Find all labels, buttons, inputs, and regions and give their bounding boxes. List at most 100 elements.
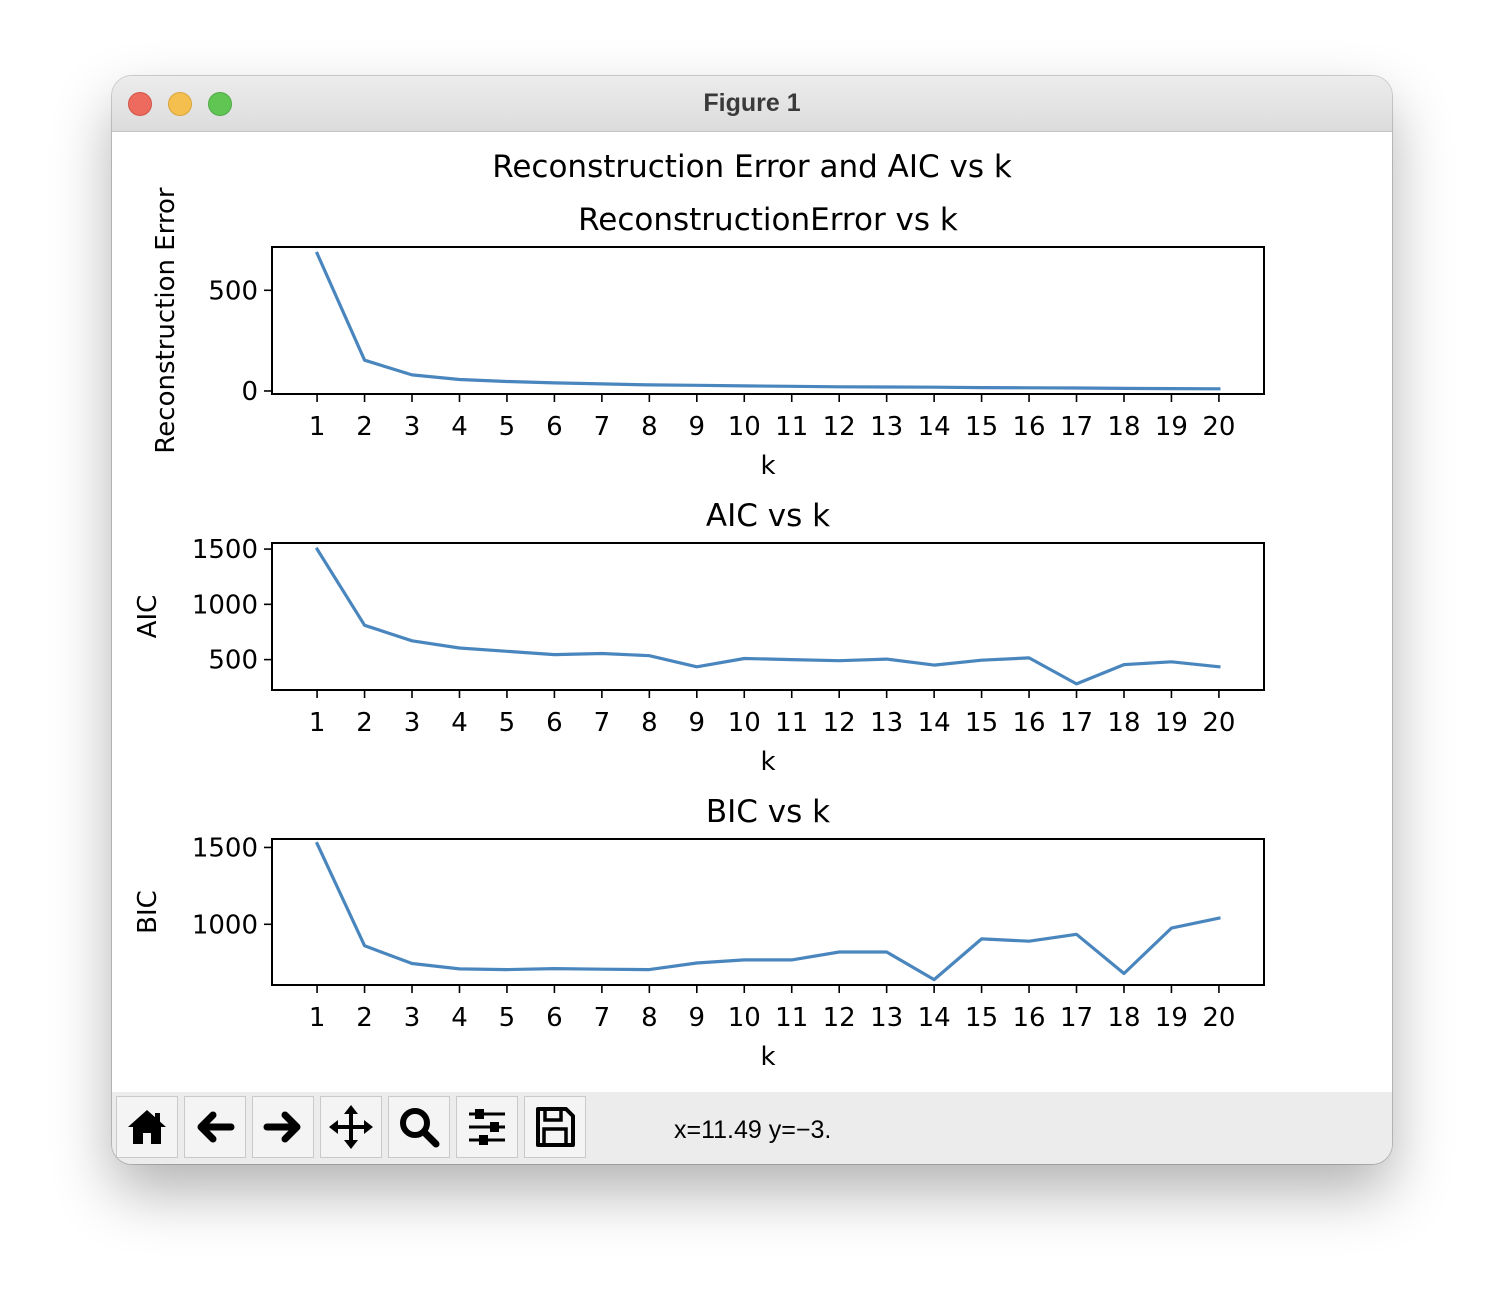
x-tick-label: 14 (918, 412, 951, 442)
x-axis-label: k (760, 1042, 775, 1072)
home-button[interactable] (116, 1096, 178, 1158)
y-tick-label: 0 (241, 377, 258, 407)
x-tick-label: 13 (870, 412, 903, 442)
x-tick-label: 7 (594, 412, 611, 442)
x-tick-label: 17 (1060, 708, 1093, 738)
back-button[interactable] (184, 1096, 246, 1158)
figure-suptitle: Reconstruction Error and AIC vs k (492, 149, 1012, 185)
x-tick-label: 20 (1202, 708, 1235, 738)
minimize-window-button[interactable] (168, 92, 192, 116)
figure-svg: Reconstruction Error and AIC vs k Recons… (133, 149, 1265, 1072)
x-tick-label: 6 (546, 1003, 563, 1033)
x-tick-label: 20 (1202, 1003, 1235, 1033)
x-axis-label: k (760, 451, 775, 481)
x-tick-label: 10 (728, 1003, 761, 1033)
figure-canvas[interactable]: Reconstruction Error and AIC vs k Recons… (112, 132, 1392, 1092)
x-tick-label: 15 (965, 412, 998, 442)
x-tick-label: 18 (1107, 412, 1140, 442)
x-tick-label: 18 (1107, 1003, 1140, 1033)
x-tick-label: 12 (823, 1003, 856, 1033)
x-tick-label: 4 (451, 708, 468, 738)
pan-button[interactable] (320, 1096, 382, 1158)
configure-subplots-button[interactable] (456, 1096, 518, 1158)
y-tick-label: 500 (208, 276, 258, 306)
series-line (314, 546, 1221, 686)
y-tick-label: 1000 (192, 910, 258, 940)
subplot-title: BIC vs k (706, 794, 830, 830)
axes-frame (271, 246, 1265, 395)
x-tick-label: 11 (775, 708, 808, 738)
x-tick-label: 18 (1107, 708, 1140, 738)
x-tick-label: 9 (689, 708, 706, 738)
y-tick-label: 1000 (192, 590, 258, 620)
subplots-sliders-icon (469, 1109, 505, 1145)
figure-window: Figure 1 Reconstruction Error and AIC vs… (112, 76, 1392, 1164)
axes-frame (271, 838, 1265, 986)
cursor-coordinates: x=11.49 y=−3. (674, 1116, 832, 1144)
x-tick-label: 12 (823, 708, 856, 738)
y-tick-label: 500 (208, 646, 258, 676)
x-tick-label: 5 (499, 708, 516, 738)
x-tick-label: 5 (499, 1003, 516, 1033)
x-tick-label: 9 (689, 412, 706, 442)
zoom-magnifier-icon (400, 1108, 440, 1148)
x-tick-label: 1 (309, 412, 326, 442)
y-axis-label: Reconstruction Error (151, 187, 181, 454)
close-window-button[interactable] (128, 92, 152, 116)
x-tick-label: 13 (870, 1003, 903, 1033)
x-tick-label: 7 (594, 1003, 611, 1033)
subplot-2: AIC vs k1 2 3 4 5 6 7 8 9 10 11 12 13 14 15 16 17 18 19 20k… (133, 498, 1265, 777)
x-tick-label: 16 (1013, 412, 1046, 442)
x-tick-label: 10 (728, 412, 761, 442)
save-button[interactable] (524, 1096, 586, 1158)
x-tick-label: 3 (404, 412, 421, 442)
x-tick-label: 11 (775, 412, 808, 442)
save-disk-icon (536, 1107, 575, 1147)
subplot-1: ReconstructionError vs k1 2 3 4 5 6 7 8 9 10 11 12 1… (151, 187, 1265, 481)
x-tick-label: 8 (641, 708, 658, 738)
x-tick-label: 12 (823, 412, 856, 442)
x-tick-label: 13 (870, 708, 903, 738)
y-tick-label: 1500 (192, 535, 258, 565)
x-tick-label: 7 (594, 708, 611, 738)
x-tick-label: 20 (1202, 412, 1235, 442)
x-tick-label: 8 (641, 412, 658, 442)
x-tick-label: 11 (775, 1003, 808, 1033)
y-axis-label: AIC (133, 595, 163, 639)
subplot-title: AIC vs k (706, 498, 830, 534)
x-tick-label: 15 (965, 1003, 998, 1033)
x-tick-label: 3 (404, 708, 421, 738)
forward-button[interactable] (252, 1096, 314, 1158)
series-line (314, 841, 1221, 982)
x-axis-label: k (760, 747, 775, 777)
x-tick-label: 8 (641, 1003, 658, 1033)
title-bar[interactable]: Figure 1 (112, 76, 1392, 132)
x-tick-label: 10 (728, 708, 761, 738)
x-tick-label: 17 (1060, 1003, 1093, 1033)
x-tick-label: 2 (356, 708, 373, 738)
navigation-toolbar: x=11.49 y=−3. (112, 1092, 1392, 1164)
x-tick-label: 1 (309, 1003, 326, 1033)
forward-arrow-icon (263, 1111, 301, 1143)
x-tick-label: 14 (918, 1003, 951, 1033)
x-tick-label: 6 (546, 708, 563, 738)
back-arrow-icon (197, 1111, 235, 1143)
x-tick-label: 4 (451, 1003, 468, 1033)
x-tick-label: 19 (1155, 412, 1188, 442)
subplot-title: ReconstructionError vs k (578, 202, 958, 238)
zoom-button[interactable] (388, 1096, 450, 1158)
x-tick-label: 5 (499, 412, 516, 442)
x-tick-label: 19 (1155, 1003, 1188, 1033)
pan-move-icon (329, 1105, 373, 1149)
y-tick-label: 1500 (192, 833, 258, 863)
home-icon (128, 1110, 166, 1144)
x-tick-label: 15 (965, 708, 998, 738)
x-tick-label: 16 (1013, 1003, 1046, 1033)
x-tick-label: 9 (689, 1003, 706, 1033)
x-tick-label: 19 (1155, 708, 1188, 738)
subplot-3: BIC vs k1 2 3 4 5 6 7 8 9 10 11 12 13 14 15 16 17 18 19 20k… (133, 794, 1265, 1072)
axes-frame (271, 542, 1265, 691)
y-axis-label: BIC (133, 890, 163, 934)
maximize-window-button[interactable] (208, 92, 232, 116)
x-tick-label: 4 (451, 412, 468, 442)
